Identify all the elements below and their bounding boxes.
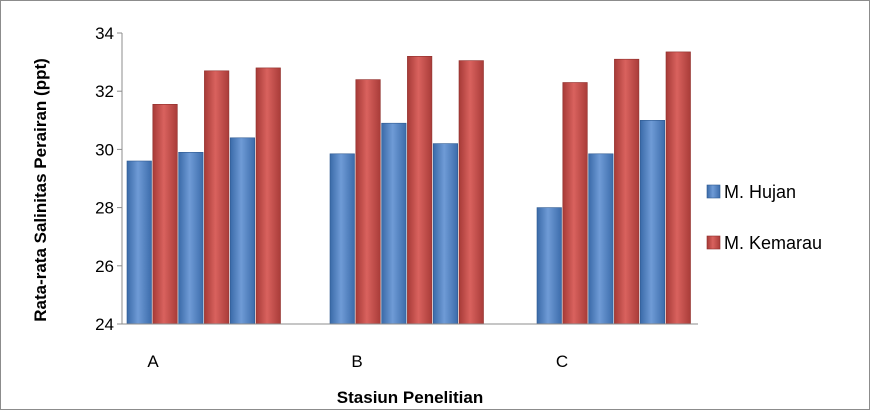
- bar-m-hujan-c-1: [536, 207, 562, 325]
- bars-group: [126, 51, 691, 325]
- x-tick-label: A: [147, 352, 159, 371]
- legend-swatch: [706, 184, 721, 199]
- x-tick-labels: A B C: [147, 352, 568, 371]
- y-tick-labels: 24 26 28 30 32 34: [95, 24, 114, 334]
- bar-m-kemarau-b-1: [355, 79, 381, 325]
- bar-m-hujan-a-3: [229, 137, 255, 325]
- bar-m-hujan-a-1: [126, 160, 152, 325]
- bar-m-hujan-c-2: [588, 153, 614, 325]
- legend-swatch: [706, 235, 721, 250]
- legend-label: M. Kemarau: [724, 233, 822, 253]
- bar-m-kemarau-c-2: [614, 58, 640, 325]
- y-tick-label: 28: [95, 199, 114, 218]
- bar-m-kemarau-a-2: [204, 70, 230, 325]
- y-tick-label: 32: [95, 82, 114, 101]
- x-axis-title: Stasiun Penelitian: [337, 388, 483, 407]
- y-tick-label: 34: [95, 24, 114, 43]
- bar-m-hujan-c-3: [639, 120, 666, 325]
- bar-m-kemarau-a-3: [255, 67, 281, 325]
- bar-m-kemarau-a-1: [152, 104, 178, 325]
- bar-m-kemarau-b-3: [458, 60, 484, 325]
- y-tick-label: 30: [95, 140, 114, 159]
- legend-label: M. Hujan: [724, 182, 796, 202]
- bar-m-kemarau-b-2: [407, 55, 433, 325]
- bar-m-hujan-b-1: [329, 153, 355, 325]
- legend: M. Hujan M. Kemarau: [706, 182, 822, 253]
- x-tick-label: B: [351, 352, 362, 371]
- bar-m-kemarau-c-3: [665, 51, 691, 325]
- bar-m-kemarau-c-1: [562, 82, 588, 325]
- y-tick-marks: [117, 32, 122, 325]
- x-tick-label: C: [556, 352, 568, 371]
- y-tick-label: 24: [95, 315, 114, 334]
- y-tick-label: 26: [95, 257, 114, 276]
- bar-m-hujan-b-2: [381, 122, 407, 325]
- bar-m-hujan-a-2: [178, 152, 204, 325]
- bar-m-hujan-b-3: [432, 143, 459, 325]
- y-axis-title: Rata-rata Salinitas Perairan (ppt): [31, 58, 50, 322]
